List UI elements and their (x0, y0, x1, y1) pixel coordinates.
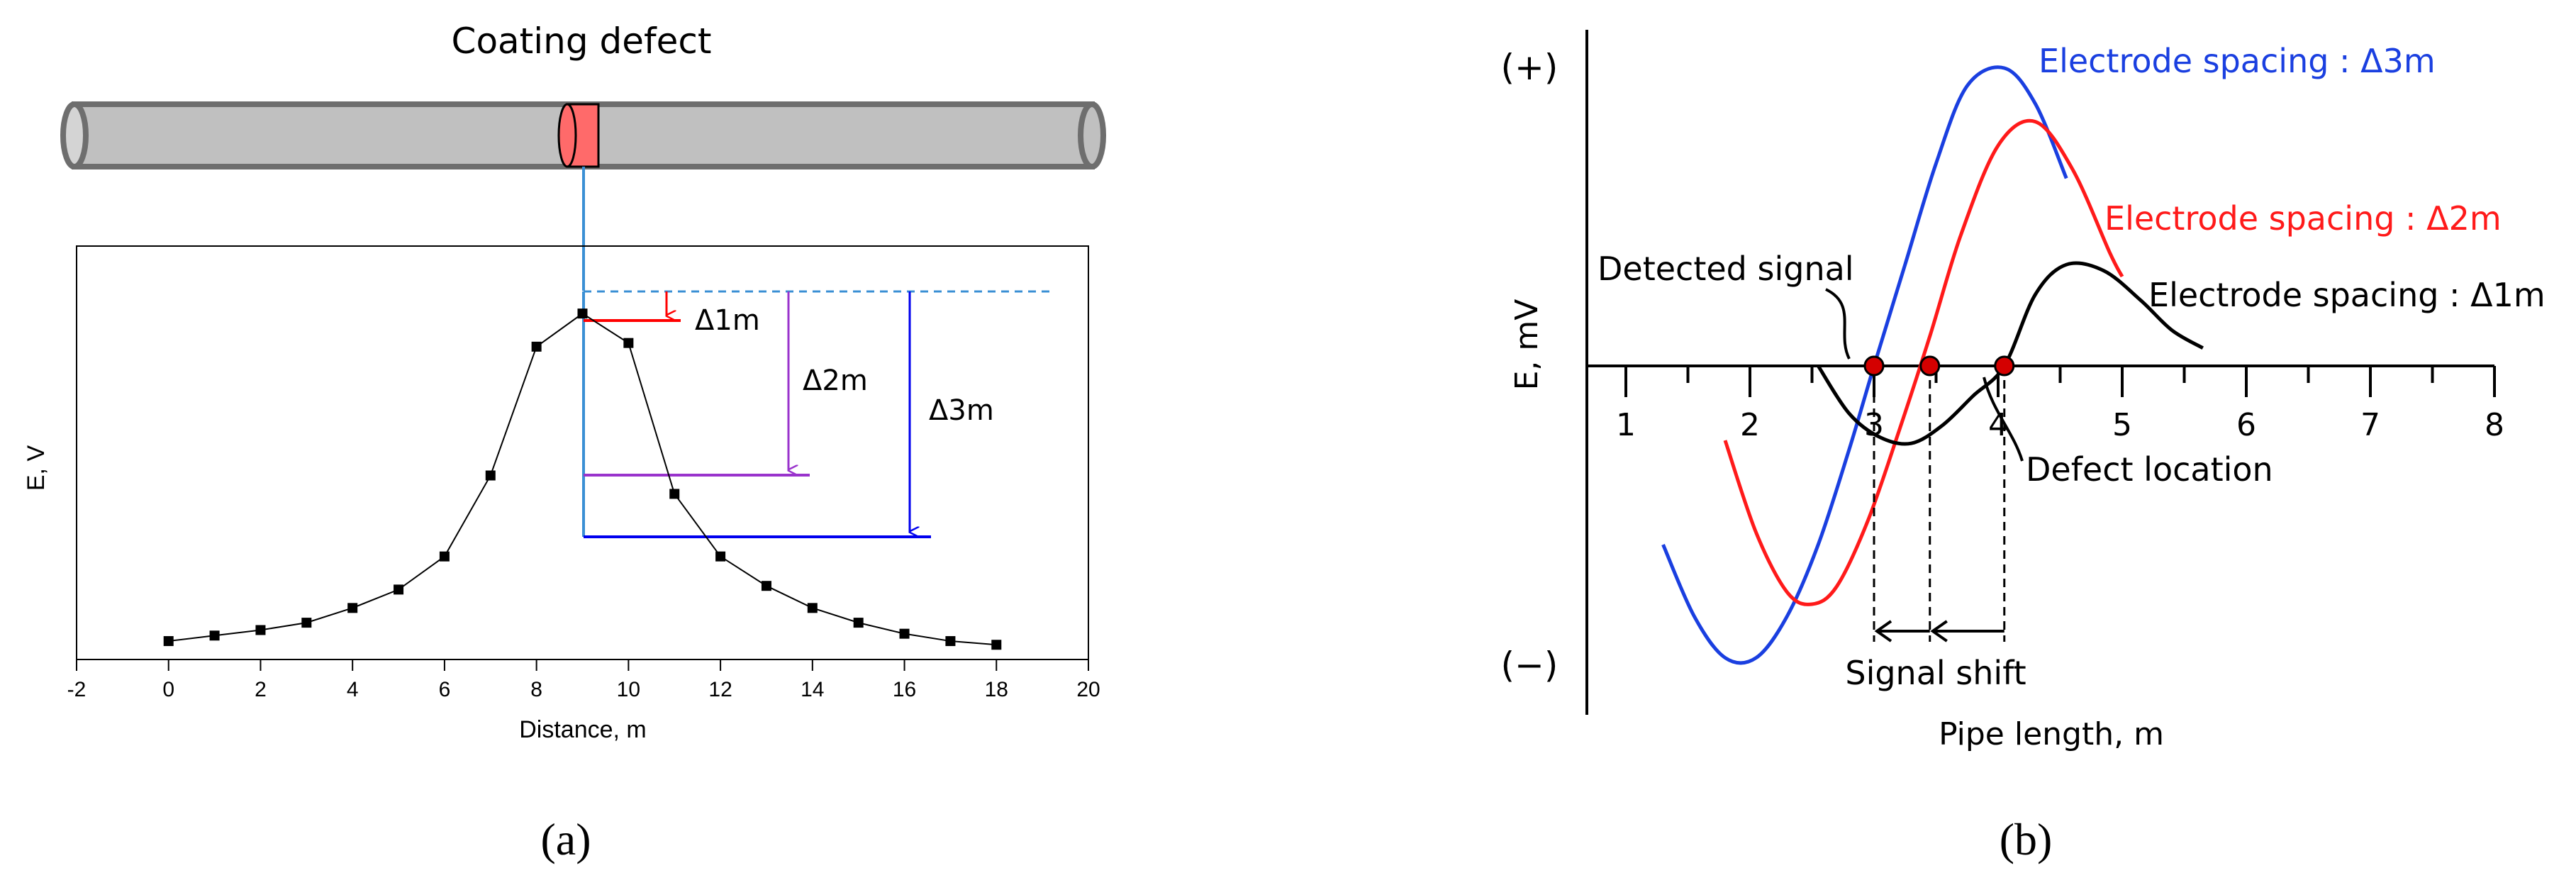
x-tick-label-b: 2 (1740, 407, 1760, 443)
plot-a-frame (76, 245, 1089, 660)
data-point-a (531, 341, 542, 352)
data-point-a (669, 489, 680, 499)
x-tick-label-b: 5 (2112, 407, 2132, 443)
data-point-a (485, 470, 496, 481)
detected-signal-leader (1825, 288, 1851, 360)
series-a (163, 308, 1002, 650)
pipe-left-end (60, 101, 89, 169)
data-point-a (255, 625, 266, 635)
x-tick-label-b: 8 (2485, 407, 2504, 443)
x-tick-label-a: 8 (530, 678, 542, 701)
plus-label: (+) (1501, 47, 1559, 88)
data-point-a (347, 603, 358, 613)
data-point-a (301, 618, 312, 628)
x-tick-label-a: 12 (708, 678, 732, 701)
panel-a: Coating defect -2 0 2 4 6 8 10 12 14 16 18 20 E, V … (23, 21, 1106, 864)
x-tick-label-a: 14 (801, 678, 824, 701)
defect-band-edge (557, 103, 577, 168)
minus-label: (−) (1501, 645, 1559, 686)
x-tick-label-a: 4 (347, 678, 359, 701)
shift-arrowhead (1874, 620, 1892, 642)
legend-spacing-1m: Electrode spacing : Δ1m (2148, 276, 2546, 314)
delta-2m-label: Δ2m (803, 364, 868, 397)
legend-spacing-2m: Electrode spacing : Δ2m (2104, 199, 2502, 238)
panel-b-label: (b) (2000, 814, 2053, 864)
x-tick-label-a: 16 (893, 678, 916, 701)
y-axis-label-b: E, mV (1509, 299, 1545, 391)
x-tick-label-b: 1 (1616, 407, 1636, 443)
y-axis-label-a: E, V (23, 445, 50, 491)
delta-1m-label: Δ1m (695, 304, 760, 337)
data-point-a (945, 636, 956, 647)
zero-crossing-marker (1919, 355, 1941, 377)
data-point-a (163, 636, 174, 647)
coating-defect (557, 103, 600, 168)
zero-crossing-markers (1863, 355, 2015, 377)
data-point-a (899, 628, 910, 639)
zero-crossing-marker (1994, 355, 2015, 377)
data-point-a (991, 640, 1002, 650)
signal-shift-annotation (1873, 366, 2006, 642)
pipe-title: Coating defect (452, 21, 712, 62)
x-tick-label-b: 6 (2236, 407, 2256, 443)
data-point-a (623, 338, 634, 348)
x-tick-label-a: 18 (985, 678, 1008, 701)
data-point-a (439, 551, 450, 562)
data-point-a (394, 584, 404, 595)
x-ticks-a: -2 0 2 4 6 8 10 12 14 16 18 20 (67, 659, 1100, 701)
data-point-a (209, 630, 220, 641)
x-tick-label-b: 7 (2360, 407, 2380, 443)
x-axis-label-b: Pipe length, m (1939, 716, 2164, 752)
delta-3m-label: Δ3m (929, 394, 994, 427)
data-point-a (807, 603, 818, 613)
detected-signal-label: Detected signal (1598, 250, 1854, 288)
series-spacing-3m (1661, 65, 2068, 665)
panel-a-label: (a) (540, 814, 591, 864)
x-tick-label-a: 20 (1076, 678, 1100, 701)
pipe-right-end (1078, 101, 1106, 169)
x-axis-label-a: Distance, m (519, 716, 647, 743)
x-tick-label-a: -2 (67, 678, 87, 701)
x-tick-label-a: 6 (439, 678, 451, 701)
signal-shift-label: Signal shift (1845, 654, 2026, 692)
defect-location-leader (1983, 377, 2024, 462)
data-point-a (715, 551, 726, 562)
data-point-a (761, 581, 771, 591)
x-tick-label-a: 10 (617, 678, 640, 701)
data-point-a (853, 618, 864, 628)
series-spacing-2m (1723, 118, 2124, 606)
x-tick-label-a: 2 (255, 678, 267, 701)
defect-location-label: Defect location (2026, 450, 2273, 489)
data-point-a (577, 308, 588, 319)
delta-annotations: Δ1m Δ2m Δ3m (582, 290, 1052, 538)
legend-spacing-3m: Electrode spacing : Δ3m (2039, 42, 2436, 80)
x-tick-label-a: 0 (162, 678, 174, 701)
zero-crossing-marker (1863, 355, 1885, 377)
shift-arrowhead (1930, 620, 1948, 642)
